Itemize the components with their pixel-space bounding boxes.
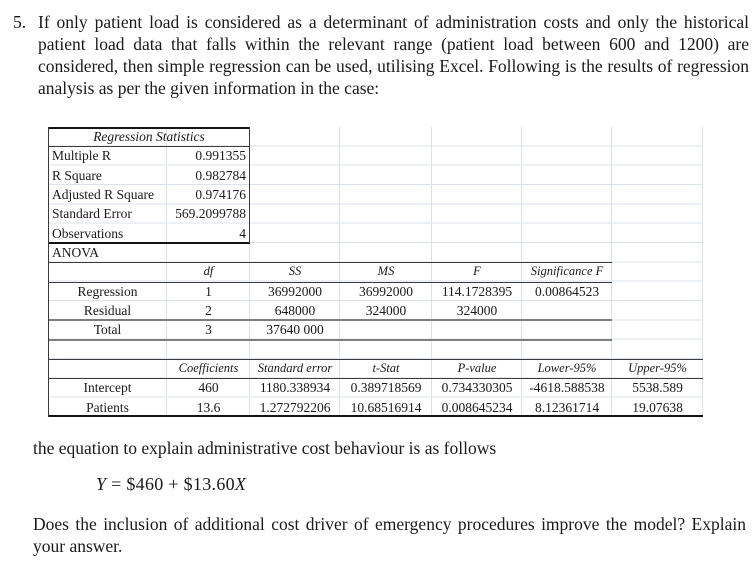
anova-cell: 37640 000 <box>266 322 324 338</box>
coef-cell: 0.389718569 <box>350 380 422 396</box>
anova-cell: 3 <box>205 322 212 338</box>
anova-cell: 324000 <box>456 302 498 318</box>
anova-header-df: df <box>203 264 214 279</box>
coef-header-underline <box>48 378 703 380</box>
regression-output-spreadsheet: Regression Statistics Multiple R 0.99135… <box>48 127 703 417</box>
anova-total-top-border <box>48 319 612 322</box>
coef-cell: 1.272792206 <box>259 399 331 415</box>
stats-title: Regression Statistics <box>93 129 205 144</box>
coef-cell: 5538.589 <box>632 380 683 396</box>
coef-header-top-border <box>48 359 703 360</box>
coef-header-upper-95: Upper-95% <box>628 360 687 375</box>
anova-label: ANOVA <box>52 244 100 260</box>
equation-x-variable: X <box>234 474 247 494</box>
coef-row-label: Patients <box>86 399 129 415</box>
coef-cell: 0.734330305 <box>441 380 513 396</box>
follow-up-question: Does the inclusion of additional cost dr… <box>33 514 746 556</box>
anova-row-label: Regression <box>77 283 138 299</box>
stat-label: R Square <box>52 167 102 183</box>
stat-value: 569.2099788 <box>175 206 246 222</box>
anova-row-label: Residual <box>83 302 132 318</box>
anova-cell: 2 <box>205 302 212 318</box>
coef-header-standard-error: Standard error <box>257 360 333 375</box>
stats-bottom-border <box>48 242 250 244</box>
anova-label-underline <box>48 262 612 264</box>
anova-cell: 324000 <box>365 302 407 318</box>
equation-intro-text: the equation to explain administrative c… <box>33 438 497 458</box>
equation-y-variable: Y <box>96 474 107 494</box>
regression-equation: Y = $460 + $13.60X <box>96 474 246 495</box>
anova-header-underline <box>48 281 612 283</box>
question-text: If only patient load is considered as a … <box>38 12 749 98</box>
question-number: 5. <box>13 12 27 32</box>
anova-cell: 1 <box>205 283 212 299</box>
anova-header-ms: MS <box>377 264 395 279</box>
table-bottom-border <box>48 415 703 417</box>
question-item: 5. If only patient load is considered as… <box>13 11 749 99</box>
stats-right-border <box>249 127 250 243</box>
stats-title-underline <box>48 146 250 148</box>
coef-cell: 19.07638 <box>632 399 683 415</box>
coef-cell: 460 <box>198 380 219 396</box>
equation-body: = $460 + $13.60 <box>106 474 235 494</box>
anova-cell: 0.00864523 <box>534 283 600 299</box>
coef-cell: 1180.338934 <box>259 380 331 396</box>
table-left-border <box>48 127 49 417</box>
stat-label: Adjusted R Square <box>52 186 154 202</box>
anova-row-label: Total <box>93 322 122 338</box>
anova-cell: 114.1728395 <box>441 283 513 299</box>
anova-header-f: F <box>473 264 481 279</box>
coef-header-t-stat: t-Stat <box>372 360 400 375</box>
anova-cell: 36992000 <box>359 283 413 299</box>
stat-label: Observations <box>52 225 124 241</box>
coef-cell: -4618.588538 <box>529 380 605 396</box>
stat-value: 4 <box>239 225 246 241</box>
coef-cell: 10.68516914 <box>350 399 422 415</box>
stat-value: 0.974176 <box>195 186 246 202</box>
coef-header-coefficients: Coefficients <box>178 360 239 375</box>
coef-row-label: Intercept <box>83 380 132 396</box>
anova-total-bottom-border <box>48 338 612 341</box>
stat-value: 0.982784 <box>195 167 246 183</box>
stat-label: Multiple R <box>52 148 111 164</box>
anova-cell: 36992000 <box>268 283 322 299</box>
anova-header-ss: SS <box>288 264 302 279</box>
coef-cell: 0.008645234 <box>441 399 513 415</box>
stats-top-border <box>48 127 250 129</box>
coef-header-p-value: P-value <box>457 360 497 375</box>
stat-label: Standard Error <box>52 206 132 222</box>
coef-header-lower-95: Lower-95% <box>537 360 597 375</box>
anova-cell: 648000 <box>274 302 316 318</box>
coef-cell: 13.6 <box>196 399 221 415</box>
anova-header-sig-f: Significance F <box>530 264 604 279</box>
coef-cell: 8.12361714 <box>534 399 600 415</box>
stat-value: 0.991355 <box>195 148 246 164</box>
